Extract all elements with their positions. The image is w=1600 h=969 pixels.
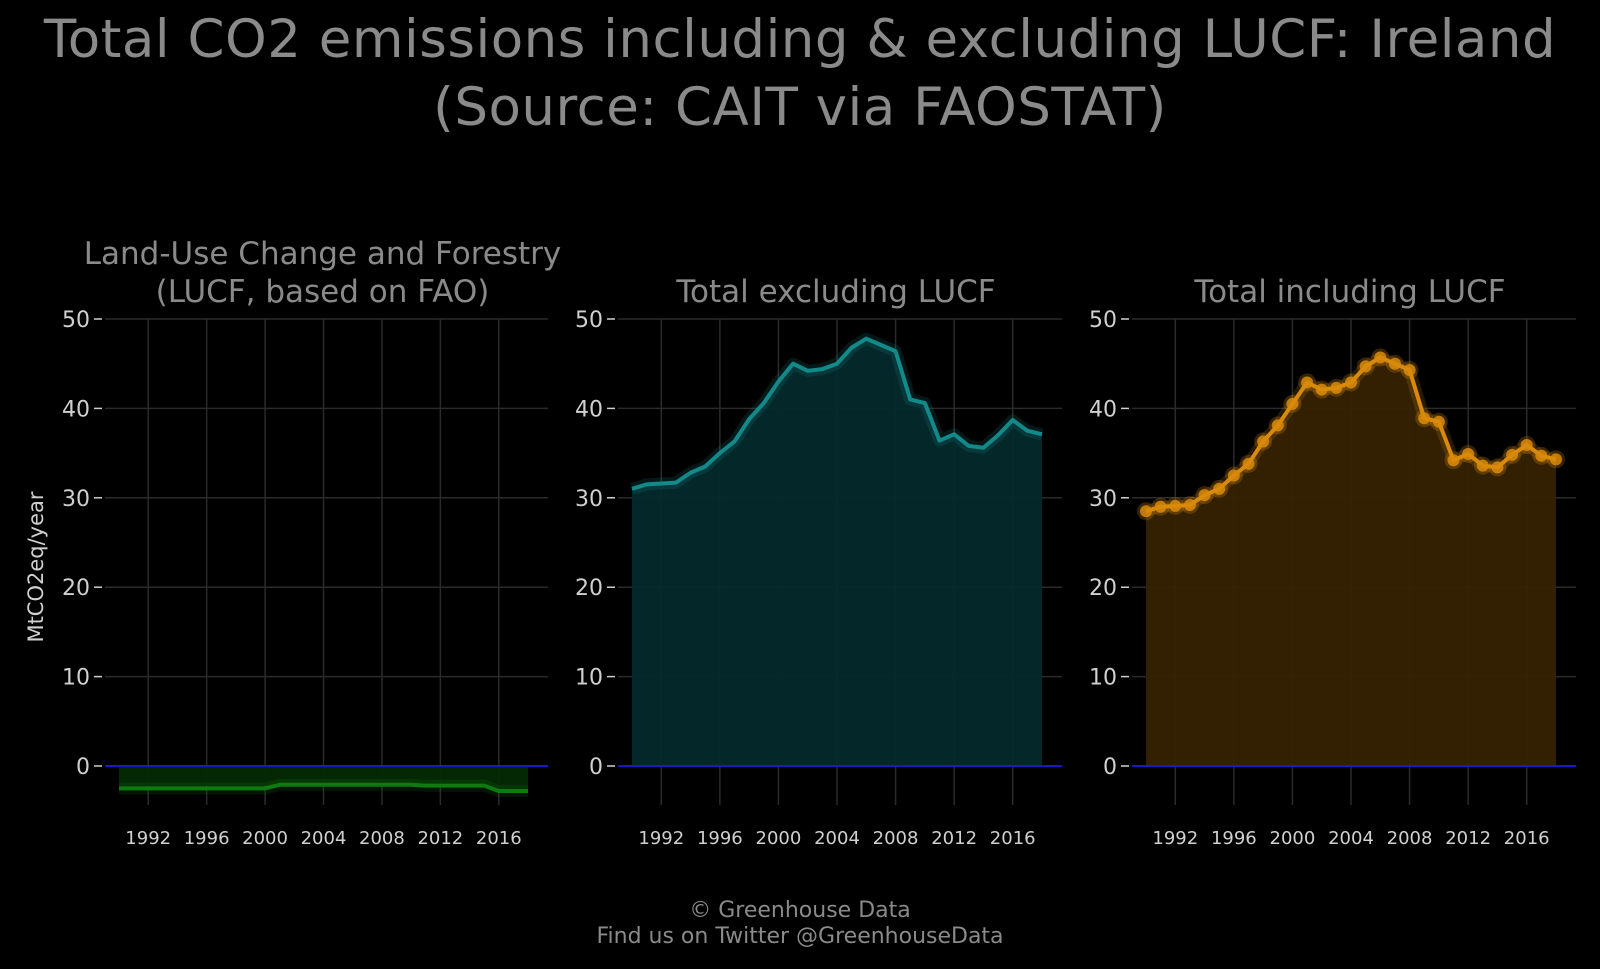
data-point	[1227, 469, 1240, 482]
data-point	[1535, 449, 1548, 462]
y-axis-label: MtCO2eq/year	[24, 491, 48, 642]
data-point	[1169, 499, 1182, 512]
data-point	[1388, 357, 1401, 370]
x-tick-label: 2008	[1387, 828, 1433, 849]
x-tick-label: 1996	[1211, 828, 1257, 849]
y-tick-label: 10	[575, 666, 603, 691]
x-tick-label: 1992	[125, 828, 171, 849]
x-tick-label: 2012	[931, 828, 977, 849]
x-tick-label: 2008	[873, 828, 919, 849]
panel-3: 0 10 20 30 40 50 1992 1996 2000 2004 2008 2012 2016 T…	[1089, 274, 1576, 849]
y-tick-label: 10	[1089, 666, 1117, 691]
x-tick-label: 2016	[1504, 828, 1550, 849]
y-tick-label: 50	[1089, 308, 1117, 333]
main-title-line1: Total CO2 emissions including & excludin…	[43, 9, 1557, 70]
data-point	[1286, 397, 1299, 410]
x-tick-label: 2012	[417, 828, 463, 849]
x-tick-label: 1992	[638, 828, 684, 849]
data-point	[1418, 412, 1431, 425]
x-tick-label: 2016	[476, 828, 522, 849]
y-tick-label: 40	[1089, 397, 1117, 422]
main-title: Total CO2 emissions including & excludin…	[0, 6, 1600, 142]
y-tick-label: 20	[575, 576, 603, 601]
series-line	[631, 336, 1043, 491]
data-point	[1403, 363, 1416, 376]
y-tick-label: 30	[1089, 487, 1117, 512]
x-tick-label: 2016	[990, 828, 1036, 849]
series-area	[1146, 357, 1556, 766]
x-tick-label: 2000	[242, 828, 288, 849]
data-point	[1447, 454, 1460, 467]
data-point	[1506, 448, 1519, 461]
y-tick-label: 50	[62, 308, 90, 333]
data-point	[1198, 489, 1211, 502]
x-tick-label: 1996	[184, 828, 230, 849]
x-tick-label: 2004	[1328, 828, 1374, 849]
x-tick-label: 2008	[359, 828, 405, 849]
x-tick-label: 2000	[1270, 828, 1316, 849]
x-tick-label: 1992	[1152, 828, 1198, 849]
main-title-line2: (Source: CAIT via FAOSTAT)	[433, 77, 1167, 138]
data-point	[1359, 360, 1372, 373]
y-tick-label: 30	[62, 487, 90, 512]
data-point	[1213, 482, 1226, 495]
x-tick-label: 1996	[697, 828, 743, 849]
panel-1: 0 10 20 30 40 50 1992 1996 2000 2004 2008 2012 2016 L…	[62, 236, 561, 849]
data-point	[1315, 383, 1328, 396]
panel-title-line1: Land-Use Change and Forestry	[84, 236, 562, 272]
data-point	[1271, 419, 1284, 432]
data-point	[1242, 457, 1255, 470]
y-tick-label: 20	[62, 576, 90, 601]
data-point	[1345, 376, 1357, 389]
data-point	[1140, 505, 1152, 518]
y-tick-label: 50	[575, 308, 603, 333]
panel-2: 0 10 20 30 40 50 1992 1996 2000 2004 2008 2012 2016 T…	[575, 274, 1062, 849]
footer-twitter: Find us on Twitter @GreenhouseData	[596, 924, 1004, 949]
data-point	[1491, 461, 1504, 474]
data-point	[1476, 459, 1489, 472]
x-tick-label: 2000	[756, 828, 802, 849]
y-tick-label: 0	[589, 755, 603, 780]
data-point	[1154, 500, 1167, 513]
data-point	[1520, 439, 1533, 452]
y-tick-label: 30	[575, 487, 603, 512]
data-point	[1330, 381, 1343, 394]
y-tick-label: 40	[575, 397, 603, 422]
y-tick-label: 20	[1089, 576, 1117, 601]
y-tick-label: 0	[1103, 755, 1117, 780]
y-tick-label: 10	[62, 666, 90, 691]
x-tick-label: 2012	[1445, 828, 1491, 849]
panel-title: Total excluding LUCF	[675, 274, 995, 310]
panel-title: Total including LUCF	[1193, 274, 1505, 310]
footer-copyright: © Greenhouse Data	[689, 898, 911, 923]
x-tick-label: 2004	[301, 828, 347, 849]
data-point	[1374, 351, 1387, 364]
panel-title-line2: (LUCF, based on FAO)	[156, 274, 490, 310]
data-point	[1462, 447, 1475, 460]
data-point	[1301, 376, 1314, 389]
footer: © Greenhouse Data Find us on Twitter @Gr…	[0, 898, 1600, 950]
data-point	[1257, 435, 1270, 448]
x-tick-label: 2004	[814, 828, 860, 849]
data-point	[1432, 415, 1445, 428]
series-line	[119, 782, 528, 794]
data-point	[1183, 498, 1196, 511]
data-point	[1550, 453, 1562, 466]
series-area	[632, 338, 1042, 766]
y-tick-label: 0	[76, 755, 90, 780]
y-tick-label: 40	[62, 397, 90, 422]
